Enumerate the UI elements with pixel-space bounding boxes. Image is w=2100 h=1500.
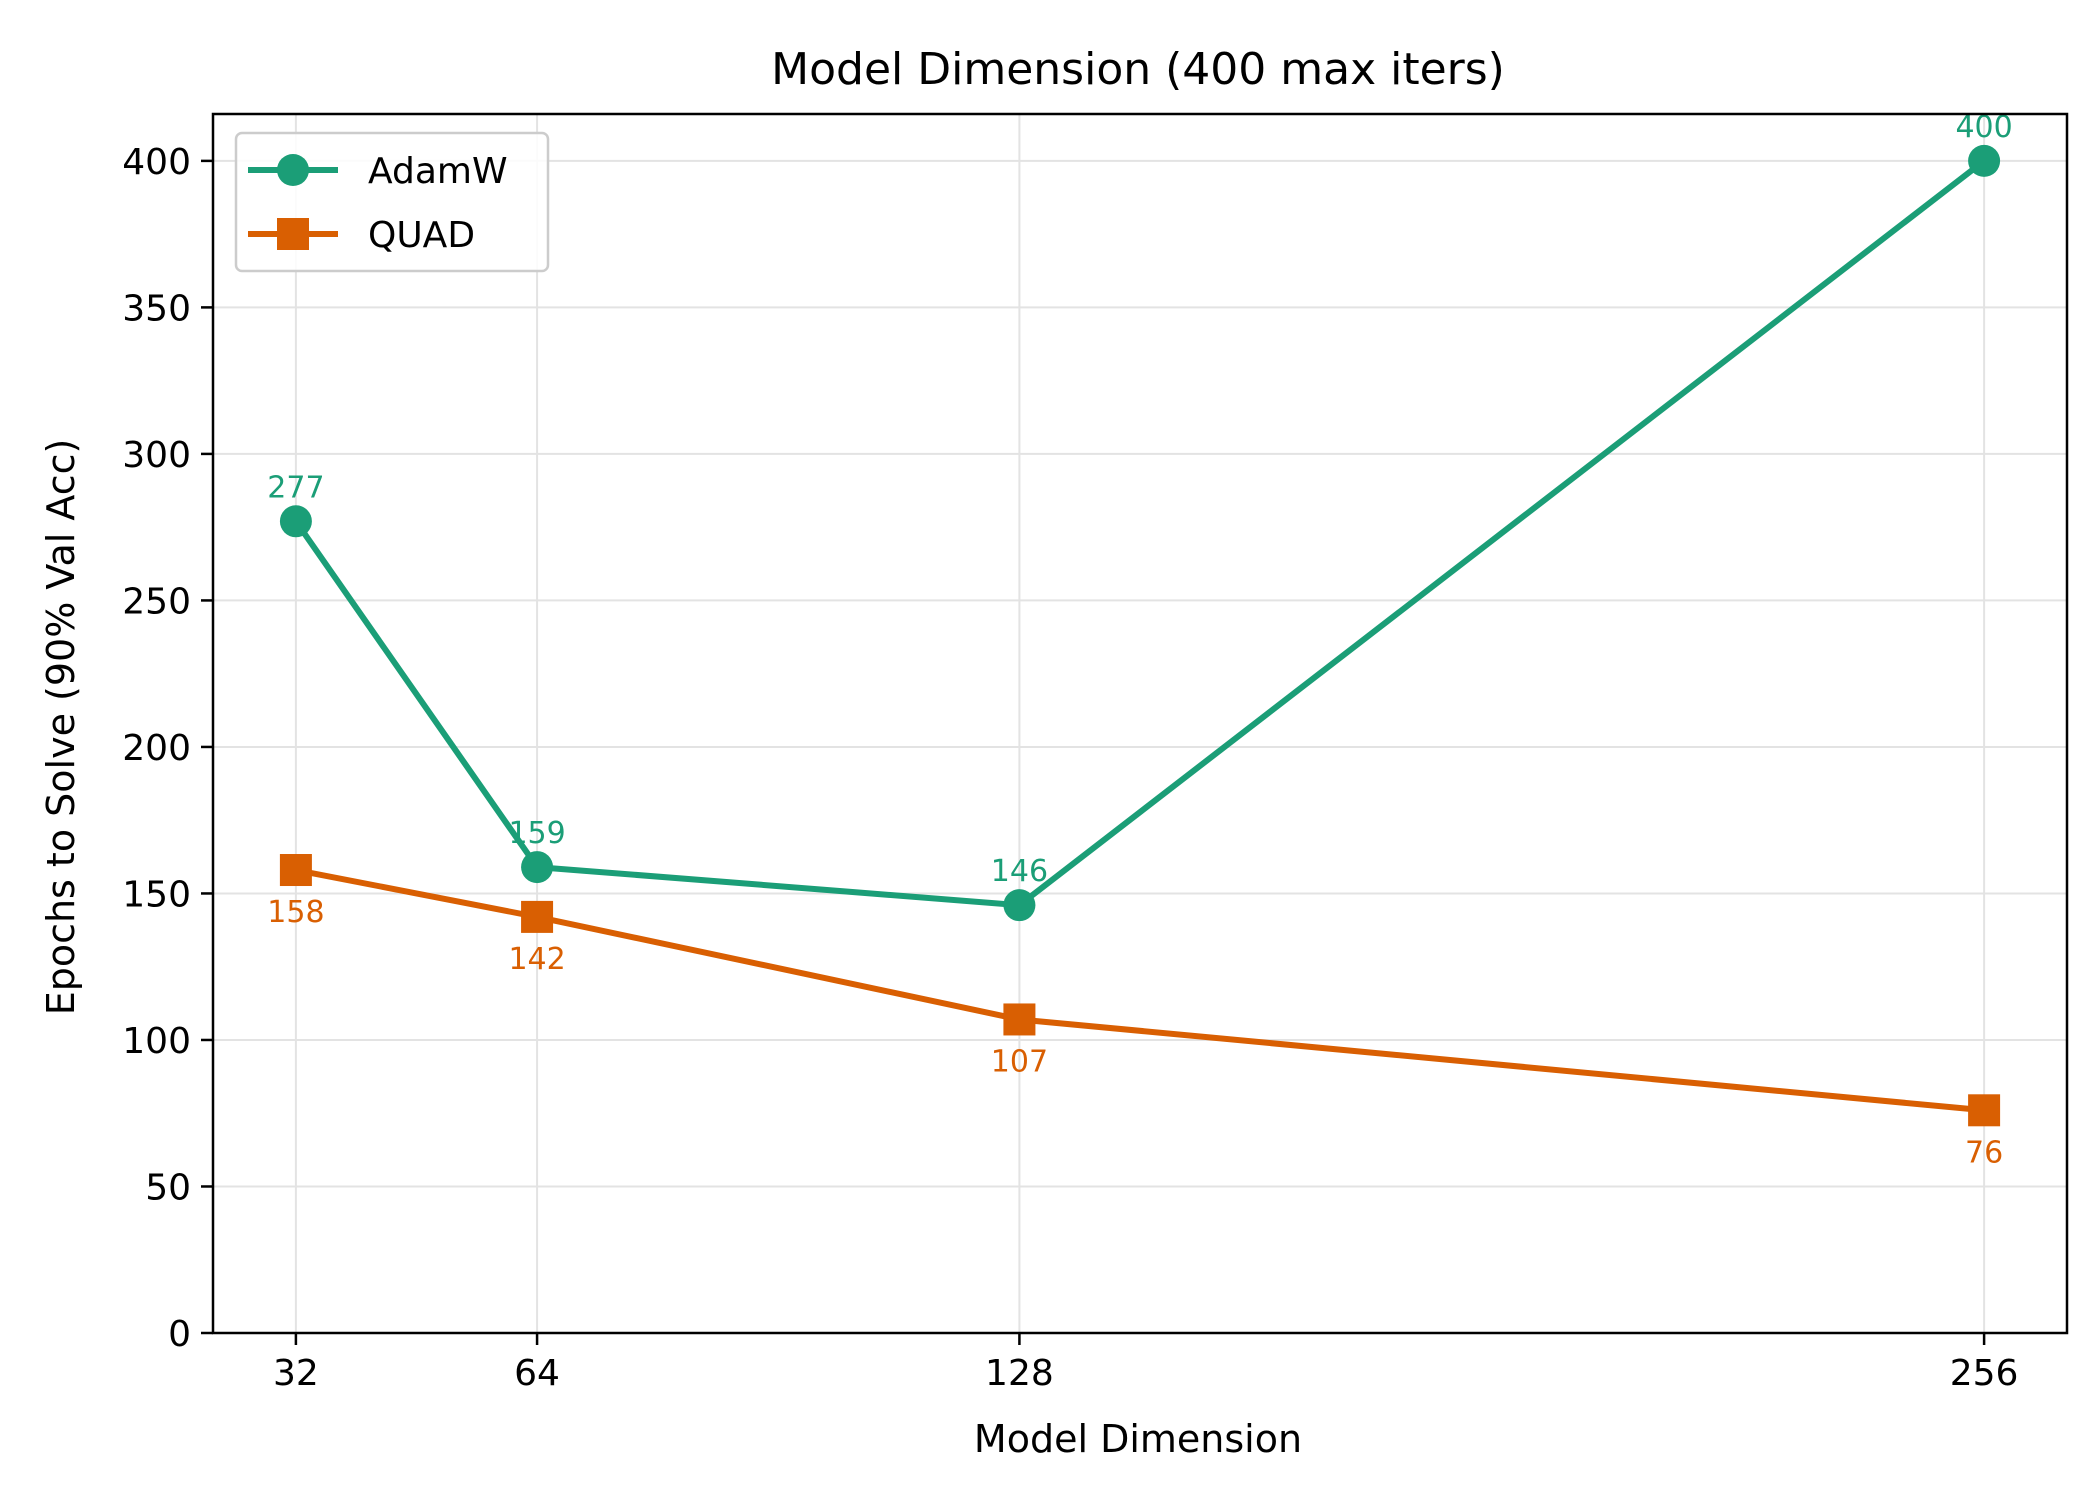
series-line-quad [292, 867, 1988, 1114]
x-tick-label: 128 [985, 1353, 1054, 1394]
x-tick-label: 256 [1950, 1353, 2019, 1394]
y-axis-label: Epochs to Solve (90% Val Acc) [39, 439, 83, 1016]
legend: AdamW QUAD [234, 131, 550, 273]
legend-marker-quad [277, 218, 309, 250]
axis-ticks: 32 64 128 256 0 50 100 150 200 250 300 350 400 [122, 142, 2018, 1394]
data-point-quad [1003, 1003, 1036, 1036]
data-label-quad: 107 [991, 1044, 1048, 1079]
y-tick-label: 250 [122, 581, 191, 622]
data-point-quad [521, 900, 554, 933]
data-label-adamw: 159 [508, 816, 565, 851]
legend-item-adamw: AdamW [248, 151, 508, 192]
y-tick-label: 400 [122, 142, 191, 183]
data-point-quad [1968, 1094, 2001, 1127]
series-layer: 277 159 146 400 158 142 107 76 [267, 110, 2012, 1170]
x-axis-label: Model Dimension [974, 1417, 1302, 1461]
series-adamw: 277 159 146 400 [267, 110, 2013, 922]
y-tick-label: 50 [145, 1167, 191, 1208]
y-tick-label: 100 [122, 1021, 191, 1062]
y-tick-label: 150 [122, 874, 191, 915]
x-tick-label: 64 [514, 1353, 560, 1394]
legend-label-adamw: AdamW [368, 151, 508, 192]
y-tick-label: 350 [122, 288, 191, 329]
legend-label-quad: QUAD [368, 215, 475, 256]
plot-frame [211, 112, 2069, 1335]
data-label-adamw: 146 [991, 854, 1048, 889]
x-tick-label: 32 [273, 1353, 319, 1394]
y-tick-label: 0 [168, 1314, 191, 1355]
data-point-adamw [521, 851, 554, 884]
data-label-quad: 142 [508, 942, 565, 977]
data-label-adamw: 277 [267, 470, 324, 505]
y-tick-label: 300 [122, 435, 191, 476]
data-label-adamw: 400 [1955, 110, 2012, 145]
series-line-adamw [292, 157, 1988, 909]
data-point-adamw [279, 505, 312, 538]
y-tick-label: 200 [122, 728, 191, 769]
grid-lines [213, 114, 2067, 1334]
series-quad: 158 142 107 76 [267, 854, 2003, 1170]
chart-title: Model Dimension (400 max iters) [771, 44, 1505, 95]
data-point-adamw [1003, 889, 1036, 922]
data-point-quad [279, 854, 312, 887]
data-point-adamw [1968, 144, 2001, 177]
legend-item-quad: QUAD [248, 215, 475, 256]
data-label-quad: 76 [1965, 1135, 2003, 1170]
data-label-quad: 158 [267, 895, 324, 930]
legend-marker-adamw [277, 154, 309, 186]
